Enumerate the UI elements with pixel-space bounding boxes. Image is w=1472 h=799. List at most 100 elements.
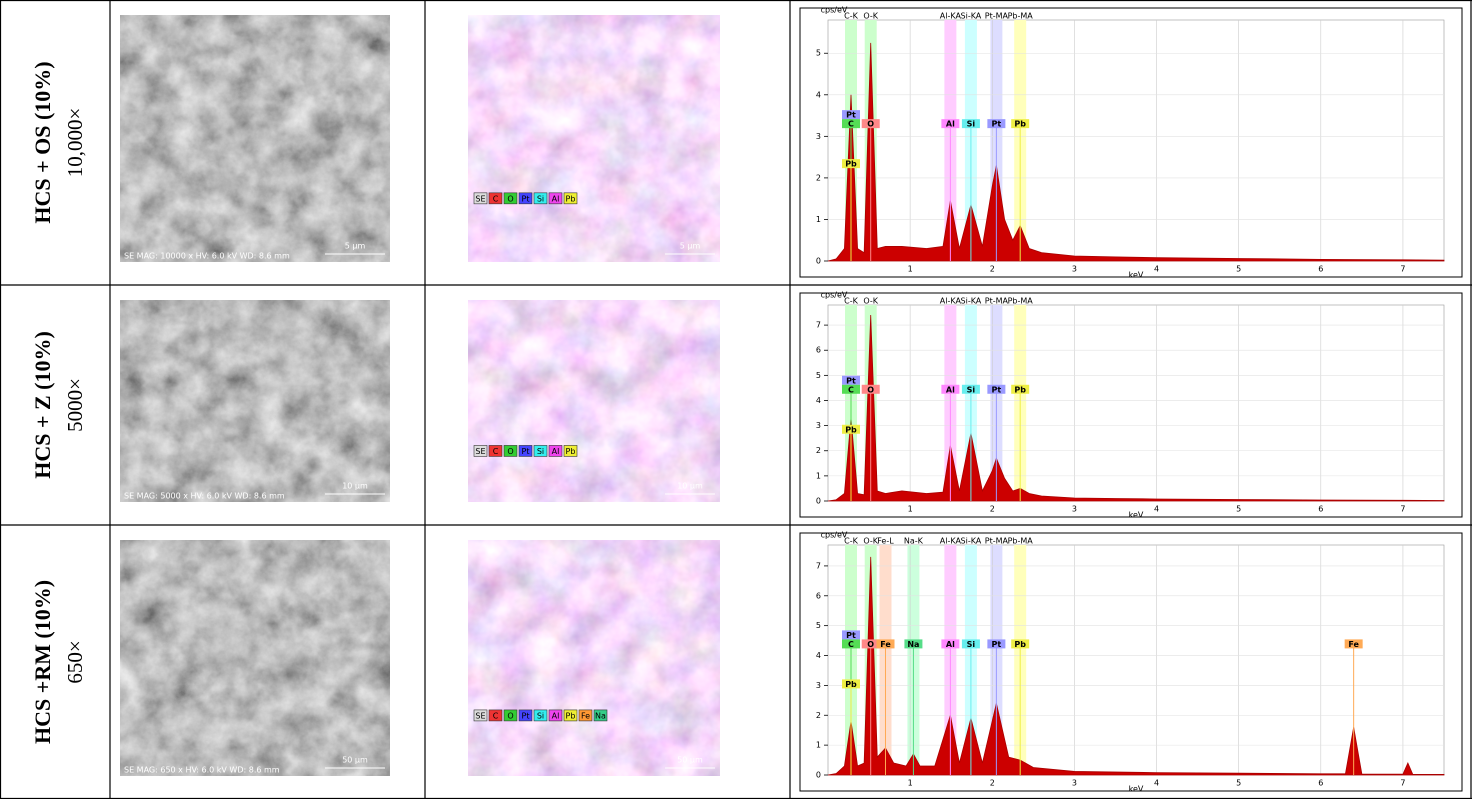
element-map (468, 15, 720, 262)
peak-marker (841, 679, 860, 689)
map-legend-label: Pt (522, 711, 530, 720)
map-legend-label: C (493, 447, 499, 456)
map-legend-label: Pt (522, 447, 530, 456)
element-line-label: O-K (863, 537, 878, 546)
map-legend-swatch (548, 445, 563, 457)
peak-marker-label: Pb (845, 160, 857, 169)
map-legend-swatch (488, 445, 503, 457)
peak-marker-label: C (848, 385, 854, 394)
map-legend-label: O (507, 711, 513, 720)
x-tick-label: 7 (1400, 779, 1405, 788)
spectrum-area (827, 315, 1445, 502)
peak-marker-label: Si (967, 640, 976, 649)
spectrum-area (827, 556, 1445, 776)
x-axis-label: keV (1129, 511, 1144, 520)
peak-marker-label: Si (967, 385, 976, 394)
y-tick-label: 5 (816, 371, 821, 380)
peak-marker-label: Si (967, 120, 976, 129)
peak-marker (1011, 384, 1030, 394)
y-tick-label: 1 (816, 215, 821, 224)
plot-area (827, 19, 1445, 262)
y-tick-label: 0 (816, 497, 821, 506)
peak-marker-label: Pt (992, 120, 1002, 129)
peak-marker (876, 639, 895, 649)
map-legend-swatch (473, 192, 488, 205)
peak-marker-label: Pb (1014, 385, 1026, 394)
element-line-label: Si-KA (961, 297, 982, 306)
map-legend-swatch (533, 445, 548, 457)
map-legend-swatch (563, 709, 578, 722)
peak-marker (941, 639, 960, 649)
map-legend-swatch (533, 192, 548, 205)
map-legend-swatch (488, 709, 503, 722)
row-label: HCS +RM (10%) (30, 580, 55, 744)
peak-marker (987, 119, 1006, 129)
peak-marker-label: Fe (1348, 640, 1359, 649)
map-legend-swatch (518, 709, 533, 722)
peak-marker-label: O (867, 120, 874, 129)
map-legend-label: Al (552, 711, 560, 720)
x-tick-label: 1 (908, 265, 913, 274)
peak-marker-label: Pb (1014, 640, 1026, 649)
map-legend-label: SE (475, 711, 485, 720)
peak-marker (941, 384, 960, 394)
y-tick-label: 0 (816, 257, 821, 266)
map-legend-label: C (493, 194, 499, 203)
scale-bar-label: 10 µm (342, 482, 368, 491)
sem-image (120, 300, 390, 502)
element-line-label: Al-KA (940, 297, 962, 306)
y-tick-label: 1 (816, 471, 821, 480)
element-line-label: Pb-MA (1008, 12, 1034, 21)
x-tick-label: 3 (1072, 779, 1077, 788)
peak-marker (841, 159, 860, 169)
peak-marker-label: Al (946, 640, 955, 649)
map-legend-label: Al (552, 447, 560, 456)
peak-marker (841, 424, 860, 434)
x-tick-label: 4 (1154, 505, 1159, 514)
y-tick-label: 6 (816, 591, 821, 600)
scale-bar-label: 5 µm (345, 242, 366, 251)
element-line-label: Pb-MA (1008, 297, 1034, 306)
peak-marker-label: C (848, 640, 854, 649)
peak-marker (987, 384, 1006, 394)
peak-marker (961, 119, 980, 129)
x-tick-label: 6 (1318, 779, 1323, 788)
x-axis-label: keV (1129, 785, 1144, 794)
element-line-label: Al-KA (940, 537, 962, 546)
map-legend-label: Al (552, 194, 560, 203)
y-tick-label: 2 (816, 446, 821, 455)
map-legend-swatch (593, 709, 608, 722)
y-tick-label: 4 (816, 90, 821, 99)
peak-marker-label: Fe (880, 640, 891, 649)
peak-marker (841, 119, 860, 129)
y-tick-label: 0 (816, 771, 821, 780)
peak-marker (841, 384, 860, 394)
peak-marker (861, 119, 880, 129)
x-tick-label: 6 (1318, 505, 1323, 514)
map-legend-label: O (507, 447, 513, 456)
map-legend-label: C (493, 711, 499, 720)
peak-marker (861, 384, 880, 394)
peak-marker-label: Na (907, 640, 919, 649)
peak-marker-label: Pt (992, 640, 1002, 649)
map-legend-swatch (518, 445, 533, 457)
map-legend-swatch (548, 709, 563, 722)
y-axis-label: cps/eV (821, 531, 848, 540)
map-legend-label: Na (595, 711, 606, 720)
element-line-label: O-K (863, 12, 878, 21)
map-legend-swatch (533, 709, 548, 722)
element-line-label: Si-KA (961, 12, 982, 21)
x-tick-label: 2 (990, 505, 995, 514)
sem-image (120, 540, 390, 776)
peak-marker (841, 630, 860, 640)
y-tick-label: 3 (816, 421, 821, 430)
peak-marker-label: Al (946, 120, 955, 129)
x-tick-label: 2 (990, 265, 995, 274)
x-tick-label: 1 (908, 779, 913, 788)
sem-info: SE MAG: 650 x HV: 6.0 kV WD: 8.6 mm (124, 766, 280, 775)
plot-area (827, 304, 1445, 502)
y-tick-label: 6 (816, 346, 821, 355)
element-line-label: Pt-MA (985, 537, 1009, 546)
peak-marker-label: O (867, 640, 874, 649)
